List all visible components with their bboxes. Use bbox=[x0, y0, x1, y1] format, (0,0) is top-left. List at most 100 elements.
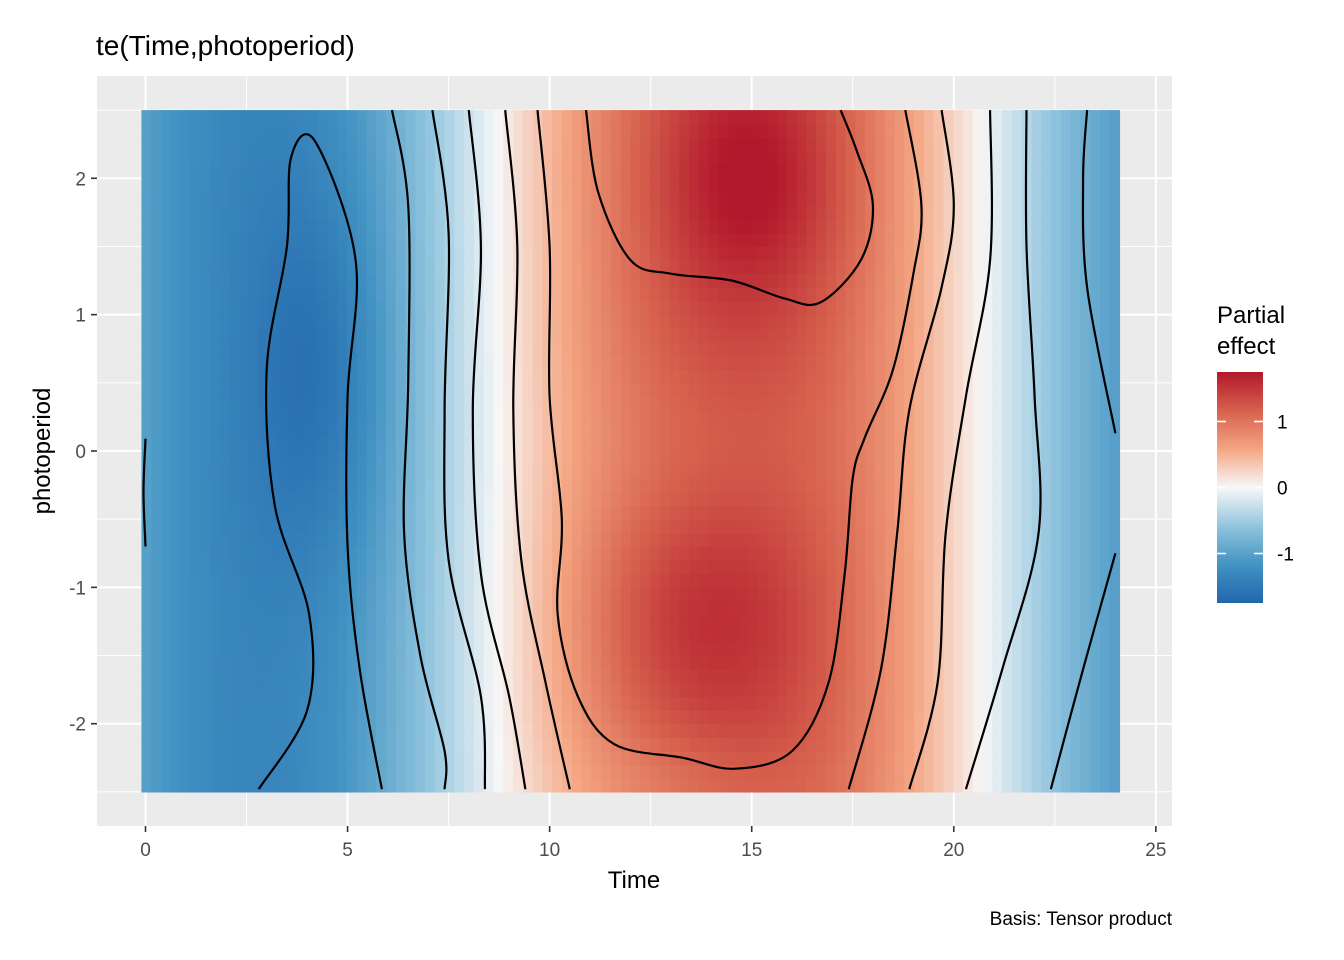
heatmap-tile bbox=[1109, 723, 1121, 738]
heatmap-tile bbox=[405, 464, 416, 479]
heatmap-tile bbox=[209, 519, 221, 534]
heatmap-tile bbox=[630, 219, 641, 234]
heatmap-tile bbox=[767, 573, 778, 588]
heatmap-tile bbox=[249, 737, 260, 752]
heatmap-tile bbox=[141, 123, 152, 138]
heatmap-tile bbox=[346, 628, 358, 643]
heatmap-tile bbox=[522, 369, 534, 384]
heatmap-tile bbox=[1099, 273, 1111, 288]
heatmap-tile bbox=[650, 178, 661, 193]
heatmap-tile bbox=[1011, 410, 1023, 425]
heatmap-tile bbox=[650, 451, 661, 466]
heatmap-tile bbox=[826, 723, 837, 738]
heatmap-tile bbox=[894, 669, 905, 684]
heatmap-tile bbox=[914, 287, 925, 302]
heatmap-tile bbox=[180, 669, 191, 684]
heatmap-tile bbox=[571, 301, 583, 316]
heatmap-tile bbox=[317, 505, 328, 520]
heatmap-tile bbox=[1099, 246, 1111, 261]
heatmap-tile bbox=[562, 587, 573, 602]
heatmap-tile bbox=[288, 123, 299, 138]
heatmap-tile bbox=[337, 614, 348, 629]
heatmap-tile bbox=[601, 369, 612, 384]
heatmap-tile bbox=[923, 478, 935, 493]
heatmap-tile bbox=[200, 287, 211, 302]
heatmap-tile bbox=[307, 260, 319, 275]
heatmap-tile bbox=[962, 614, 974, 629]
heatmap-tile bbox=[1080, 191, 1091, 207]
heatmap-tile bbox=[356, 764, 367, 779]
heatmap-tile bbox=[464, 301, 475, 316]
heatmap-tile bbox=[239, 655, 250, 670]
heatmap-tile bbox=[268, 451, 279, 466]
heatmap-tile bbox=[874, 110, 886, 125]
heatmap-tile bbox=[679, 682, 690, 698]
heatmap-tile bbox=[209, 682, 221, 698]
heatmap-tile bbox=[454, 519, 465, 534]
heatmap-tile bbox=[679, 437, 690, 452]
heatmap-tile bbox=[1021, 273, 1033, 288]
heatmap-tile bbox=[796, 273, 808, 288]
heatmap-tile bbox=[816, 178, 827, 193]
heatmap-tile bbox=[278, 464, 289, 479]
heatmap-tile bbox=[288, 137, 299, 152]
heatmap-tile bbox=[356, 519, 367, 534]
heatmap-tile bbox=[992, 519, 1003, 534]
heatmap-tile bbox=[698, 655, 710, 670]
heatmap-tile bbox=[239, 355, 250, 370]
heatmap-tile bbox=[366, 505, 377, 520]
heatmap-tile bbox=[170, 601, 182, 616]
heatmap-tile bbox=[503, 287, 514, 302]
heatmap-tile bbox=[884, 451, 896, 466]
heatmap-tile bbox=[953, 519, 964, 534]
heatmap-tile bbox=[346, 382, 358, 398]
heatmap-tile bbox=[738, 682, 749, 698]
heatmap-tile bbox=[1070, 451, 1081, 466]
heatmap-tile bbox=[180, 491, 191, 507]
heatmap-tile bbox=[239, 205, 250, 220]
heatmap-tile bbox=[346, 151, 358, 166]
heatmap-tile bbox=[904, 764, 915, 779]
heatmap-tile bbox=[738, 546, 749, 561]
heatmap-tile bbox=[1051, 737, 1062, 752]
heatmap-tile bbox=[1011, 328, 1023, 343]
heatmap-tile bbox=[659, 437, 671, 452]
heatmap-tile bbox=[689, 628, 700, 643]
heatmap-tile bbox=[229, 301, 240, 316]
heatmap-tile bbox=[855, 505, 866, 520]
heatmap-tile bbox=[444, 410, 456, 425]
heatmap-tile bbox=[835, 641, 847, 657]
heatmap-tile bbox=[943, 573, 954, 588]
heatmap-tile bbox=[757, 437, 768, 452]
heatmap-tile bbox=[356, 478, 367, 493]
heatmap-tile bbox=[728, 369, 739, 384]
heatmap-tile bbox=[180, 532, 191, 548]
heatmap-tile bbox=[532, 369, 544, 384]
heatmap-tile bbox=[1090, 669, 1101, 684]
heatmap-tile bbox=[1002, 273, 1013, 288]
heatmap-tile bbox=[425, 532, 436, 548]
heatmap-tile bbox=[180, 478, 191, 493]
heatmap-tile bbox=[200, 410, 211, 425]
heatmap-tile bbox=[415, 737, 426, 752]
heatmap-tile bbox=[1060, 491, 1072, 507]
heatmap-tile bbox=[297, 355, 309, 370]
heatmap-tile bbox=[161, 382, 172, 398]
heatmap-tile bbox=[689, 532, 700, 548]
heatmap-tile bbox=[161, 273, 172, 288]
heatmap-tile bbox=[1060, 396, 1072, 411]
heatmap-tile bbox=[835, 560, 847, 575]
heatmap-tile bbox=[385, 696, 397, 711]
heatmap-tile bbox=[1031, 478, 1042, 493]
heatmap-tile bbox=[434, 260, 446, 275]
heatmap-tile bbox=[933, 232, 945, 248]
heatmap-tile bbox=[708, 451, 720, 466]
heatmap-tile bbox=[317, 328, 328, 343]
heatmap-tile bbox=[1109, 641, 1121, 657]
heatmap-tile bbox=[610, 369, 622, 384]
heatmap-tile bbox=[1041, 410, 1052, 425]
heatmap-tile bbox=[522, 110, 534, 125]
heatmap-tile bbox=[454, 464, 465, 479]
heatmap-tile bbox=[464, 382, 475, 398]
heatmap-tile bbox=[327, 778, 338, 793]
